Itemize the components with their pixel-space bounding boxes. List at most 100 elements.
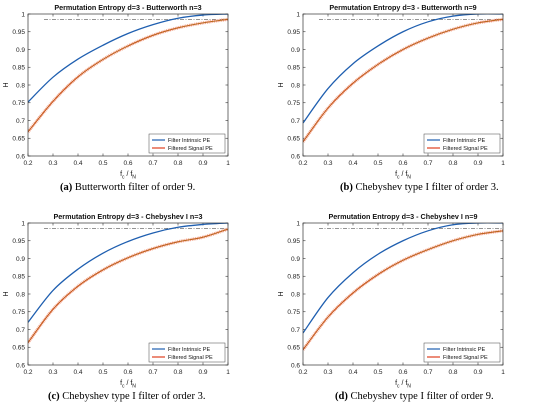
- x-axis-label: fc / fN: [395, 380, 411, 389]
- plot-frame: [27, 13, 229, 157]
- x-tick-label: 0.5: [373, 369, 382, 376]
- y-tick-label: 0.65: [287, 345, 300, 352]
- series-core: [303, 230, 503, 350]
- y-tick-label: 0.7: [291, 118, 300, 125]
- caption-text: Chebyshev type I filter of order 9.: [350, 391, 494, 402]
- y-tick-label: 0.75: [287, 100, 300, 107]
- x-tick-label: 0.6: [398, 160, 407, 167]
- x-tick-label: 0.2: [298, 160, 307, 167]
- legend-label: Filter Intrinsic PE: [168, 347, 211, 353]
- legend-label: Filtered Signal PE: [443, 355, 488, 361]
- x-tick-label: 0.4: [348, 160, 357, 167]
- caption-label: (d): [335, 391, 348, 402]
- y-tick-label: 0.95: [12, 238, 25, 245]
- legend: Filter Intrinsic PE Filtered Signal PE: [423, 342, 501, 363]
- chart-svg: Permutation Entropy d=3 - Chebyshev I n=…: [3, 212, 230, 390]
- y-tick-label: 0.65: [12, 345, 25, 352]
- x-tick-label: 1: [501, 369, 505, 376]
- x-tick-label: 0.6: [123, 160, 132, 167]
- x-axis-label: fc / fN: [120, 171, 136, 180]
- series-core: [28, 19, 228, 132]
- x-tick-label: 0.2: [23, 369, 32, 376]
- y-tick-label: 0.95: [12, 29, 25, 36]
- y-axis-label: H: [3, 291, 10, 296]
- panel-d: Permutation Entropy d=3 - Chebyshev I n=…: [275, 209, 550, 390]
- x-tick-label: 0.5: [98, 160, 107, 167]
- y-tick-label: 0.85: [12, 274, 25, 281]
- x-tick-label: 1: [226, 369, 230, 376]
- y-tick-label: 0.7: [291, 327, 300, 334]
- chart-title: Permutation Entropy d=3 - Butterworth n=…: [54, 3, 201, 12]
- caption-d: (d) Chebyshev type I filter of order 9.: [335, 391, 494, 402]
- x-tick-label: 1: [501, 160, 505, 167]
- caption-label: (b): [340, 182, 353, 193]
- caption-a: (a) Butterworth filter of order 9.: [60, 182, 195, 193]
- x-tick-label: 0.6: [398, 369, 407, 376]
- legend-label: Filtered Signal PE: [168, 146, 213, 152]
- y-tick-label: 0.75: [287, 309, 300, 316]
- y-tick-label: 0.65: [12, 136, 25, 143]
- x-tick-label: 1: [226, 160, 230, 167]
- plot-area: [303, 14, 503, 156]
- x-tick-label: 0.5: [373, 160, 382, 167]
- chart-svg: Permutation Entropy d=3 - Butterworth n=…: [278, 3, 505, 181]
- legend: Filter Intrinsic PE Filtered Signal PE: [148, 342, 226, 363]
- legend-label: Filter Intrinsic PE: [443, 138, 486, 144]
- chart-svg: Permutation Entropy d=3 - Butterworth n=…: [3, 3, 230, 181]
- caption-c: (c) Chebyshev type I filter of order 3.: [48, 391, 205, 402]
- plot-area: [28, 14, 228, 156]
- y-tick-label: 0.85: [287, 65, 300, 72]
- plot-frame: [302, 13, 504, 157]
- x-tick-label: 0.3: [323, 369, 332, 376]
- y-tick-label: 0.6: [16, 362, 25, 369]
- x-tick-label: 0.7: [148, 160, 157, 167]
- x-tick-label: 0.6: [123, 369, 132, 376]
- x-tick-label: 0.9: [473, 369, 482, 376]
- chart-title: Permutation Entropy d=3 - Chebyshev I n=…: [329, 212, 478, 221]
- series-line-intrinsic: [303, 14, 503, 124]
- y-tick-label: 0.9: [16, 256, 25, 263]
- legend-label: Filter Intrinsic PE: [168, 138, 211, 144]
- legend-box: [148, 342, 226, 363]
- series-line-intrinsic: [28, 223, 228, 323]
- y-tick-label: 0.8: [291, 82, 300, 89]
- x-tick-label: 0.8: [173, 369, 182, 376]
- panel-c: Permutation Entropy d=3 - Chebyshev I n=…: [0, 209, 275, 390]
- legend-label: Filter Intrinsic PE: [443, 347, 486, 353]
- y-tick-label: 0.6: [16, 153, 25, 160]
- x-tick-label: 0.2: [23, 160, 32, 167]
- x-tick-label: 0.7: [148, 369, 157, 376]
- x-tick-label: 0.7: [423, 369, 432, 376]
- y-tick-label: 1: [21, 11, 25, 18]
- x-tick-label: 0.7: [423, 160, 432, 167]
- x-tick-label: 0.9: [198, 160, 207, 167]
- x-tick-label: 0.3: [48, 369, 57, 376]
- chart-title: Permutation Entropy d=3 - Chebyshev I n=…: [54, 212, 203, 221]
- plot-frame: [302, 222, 504, 366]
- caption-text: Butterworth filter of order 9.: [74, 182, 196, 193]
- legend-box: [148, 133, 226, 154]
- y-tick-label: 0.8: [16, 291, 25, 298]
- x-tick-label: 0.8: [448, 369, 457, 376]
- x-axis-label: fc / fN: [395, 171, 411, 180]
- y-tick-label: 0.75: [12, 100, 25, 107]
- legend-box: [423, 133, 501, 154]
- y-tick-label: 0.9: [16, 47, 25, 54]
- x-tick-label: 0.2: [298, 369, 307, 376]
- legend-label: Filtered Signal PE: [168, 355, 213, 361]
- panel-b: Permutation Entropy d=3 - Butterworth n=…: [275, 0, 550, 181]
- x-tick-label: 0.3: [323, 160, 332, 167]
- caption-b: (b) Chebyshev type I filter of order 3.: [340, 182, 499, 193]
- y-tick-label: 0.7: [16, 118, 25, 125]
- x-tick-label: 0.4: [73, 369, 82, 376]
- x-tick-label: 0.4: [348, 369, 357, 376]
- legend-box: [423, 342, 501, 363]
- chart-svg: Permutation Entropy d=3 - Chebyshev I n=…: [278, 212, 505, 390]
- caption-text: Chebyshev type I filter of order 3.: [62, 391, 206, 402]
- y-tick-label: 0.85: [12, 65, 25, 72]
- x-tick-label: 0.8: [173, 160, 182, 167]
- caption-text: Chebyshev type I filter of order 3.: [355, 182, 499, 193]
- legend-label: Filtered Signal PE: [443, 146, 488, 152]
- y-axis-label: H: [278, 291, 285, 296]
